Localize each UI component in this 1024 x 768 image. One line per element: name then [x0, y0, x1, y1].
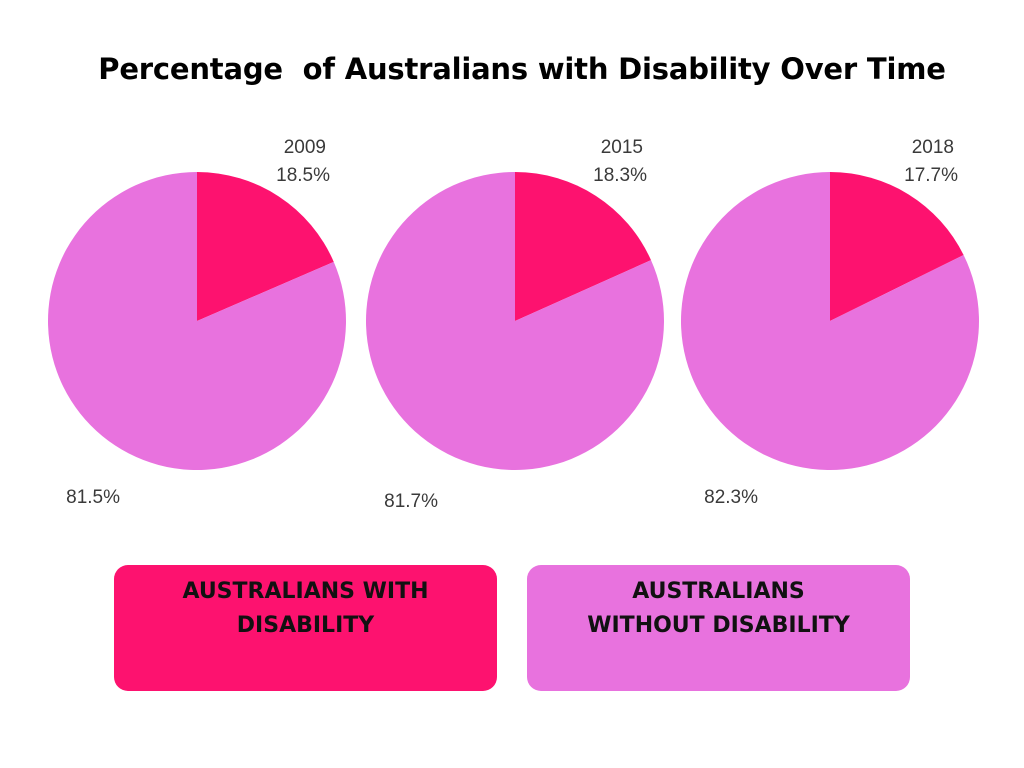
- pie-2015-slice-with-disability: [515, 172, 651, 321]
- pie-2015-year: 2015: [600, 137, 643, 158]
- pie-2009-slice-without-disability: [48, 172, 346, 471]
- pie-2009-year: 2009: [283, 137, 326, 158]
- chart-title: Percentage of Australians with Disabilit…: [98, 52, 946, 86]
- pie-2015-slice-without-disability: [365, 172, 664, 470]
- legend-label-without-disability: AUSTRALIANS WITHOUT DISABILITY: [587, 579, 850, 638]
- pie-2015-with-label: 18.3%: [593, 165, 647, 186]
- legend-item-without-disability: AUSTRALIANS WITHOUT DISABILITY: [527, 565, 910, 691]
- pie-2015-without-label: 81.7%: [384, 491, 438, 512]
- pie-2009-slice-with-disability: [197, 172, 334, 321]
- pie-2018-with-label: 17.7%: [904, 165, 958, 186]
- legend-item-with-disability: AUSTRALIANS WITH DISABILITY: [114, 565, 497, 691]
- pie-2009-with-label: 18.5%: [276, 165, 330, 186]
- pie-2018-without-label: 82.3%: [704, 487, 758, 508]
- pie-2018-year: 2018: [911, 137, 954, 158]
- pie-2018-slice-with-disability: [830, 172, 964, 321]
- pie-2018-slice-without-disability: [680, 172, 979, 470]
- legend-label-with-disability: AUSTRALIANS WITH DISABILITY: [182, 579, 429, 638]
- pie-2009-without-label: 81.5%: [66, 487, 120, 508]
